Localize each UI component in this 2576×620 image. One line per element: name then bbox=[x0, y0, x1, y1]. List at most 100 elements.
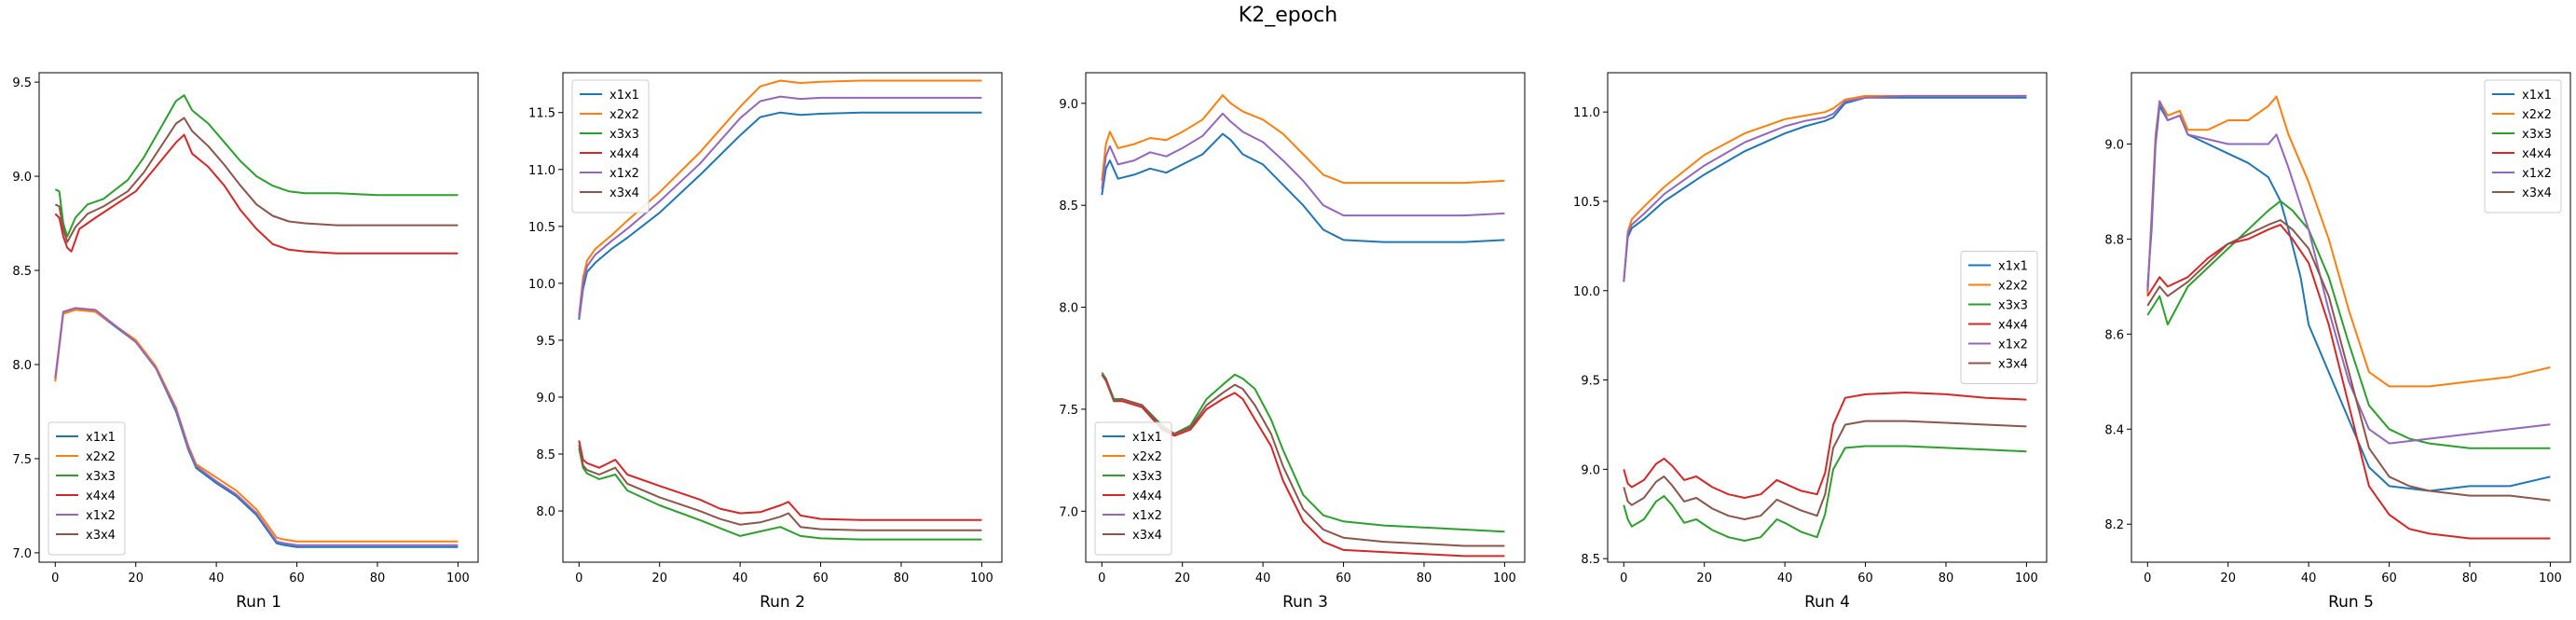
x-tick-label: 20 bbox=[1174, 572, 1190, 586]
series-line-x1x1 bbox=[1101, 132, 1505, 243]
axes-frame bbox=[2131, 72, 2571, 563]
x-tick-label: 80 bbox=[370, 572, 386, 586]
x-tick-label: 80 bbox=[1417, 572, 1432, 586]
series-line-x3x3 bbox=[578, 448, 982, 541]
legend-label-x3x4: x3x4 bbox=[610, 186, 639, 200]
x-axis-label: Run 2 bbox=[760, 593, 805, 612]
y-tick-label: 11.5 bbox=[528, 107, 555, 121]
series-line-x4x4 bbox=[2146, 224, 2551, 540]
y-tick-label: 8.5 bbox=[1059, 200, 1078, 214]
x-axis-label: Run 3 bbox=[1282, 593, 1328, 612]
x-tick-label: 0 bbox=[51, 572, 59, 586]
series-line-x3x3 bbox=[2146, 200, 2551, 449]
legend-label-x3x4: x3x4 bbox=[86, 529, 116, 543]
legend-label-x2x2: x2x2 bbox=[610, 108, 639, 122]
series-line-x4x4 bbox=[1101, 374, 1505, 558]
series-line-x1x1 bbox=[578, 111, 982, 321]
legend-label-x2x2: x2x2 bbox=[2522, 108, 2552, 122]
x-tick-label: 0 bbox=[1620, 572, 1627, 586]
series-line-x1x2 bbox=[2146, 100, 2551, 445]
series-line-x1x2 bbox=[54, 307, 459, 546]
x-tick-label: 40 bbox=[1255, 572, 1271, 586]
y-tick-label: 9.5 bbox=[1581, 375, 1600, 389]
x-tick-label: 80 bbox=[894, 572, 910, 586]
x-tick-label: 100 bbox=[970, 572, 993, 586]
x-tick-label: 20 bbox=[1696, 572, 1712, 586]
legend-label-x1x2: x1x2 bbox=[86, 509, 116, 523]
y-tick-label: 9.0 bbox=[536, 392, 555, 406]
x-tick-label: 0 bbox=[575, 572, 582, 586]
y-tick-label: 10.0 bbox=[528, 278, 555, 292]
legend-label-x3x4: x3x4 bbox=[2522, 186, 2552, 200]
y-tick-label: 8.8 bbox=[2104, 233, 2124, 247]
subplot-2: 0 20 40 60 80 100 8.0 8.5 9.0 9.5 10.0 10.5 11.0 11.5… bbox=[528, 72, 1003, 612]
x-tick-label: 100 bbox=[2539, 572, 2562, 586]
y-tick-label: 8.5 bbox=[12, 265, 32, 279]
legend-label-x4x4: x4x4 bbox=[610, 147, 639, 161]
legend-label-x2x2: x2x2 bbox=[86, 450, 116, 464]
x-tick-label: 40 bbox=[733, 572, 748, 586]
x-tick-label: 100 bbox=[1493, 572, 1516, 586]
x-tick-label: 60 bbox=[2381, 572, 2397, 586]
legend-label-x1x1: x1x1 bbox=[1998, 260, 2028, 274]
x-tick-label: 20 bbox=[2220, 572, 2236, 586]
y-tick-label: 7.0 bbox=[1059, 505, 1078, 519]
legend-label-x3x3: x3x3 bbox=[1132, 470, 1162, 484]
x-tick-label: 60 bbox=[1336, 572, 1351, 586]
legend-label-x4x4: x4x4 bbox=[86, 489, 116, 503]
y-tick-label: 8.4 bbox=[2104, 423, 2124, 437]
y-tick-label: 10.5 bbox=[1573, 196, 1600, 210]
legend-label-x3x4: x3x4 bbox=[1132, 529, 1162, 543]
axes-frame bbox=[38, 72, 479, 563]
x-tick-label: 80 bbox=[1939, 572, 1954, 586]
series-line-x3x3 bbox=[54, 94, 459, 238]
x-tick-label: 100 bbox=[2015, 572, 2038, 586]
x-tick-label: 0 bbox=[2144, 572, 2151, 586]
x-tick-label: 60 bbox=[813, 572, 829, 586]
y-tick-label: 10.5 bbox=[528, 221, 555, 235]
series-line-x3x4 bbox=[578, 445, 982, 531]
legend-label-x3x3: x3x3 bbox=[610, 128, 639, 142]
legend-label-x3x4: x3x4 bbox=[1998, 358, 2028, 372]
y-tick-label: 11.0 bbox=[528, 164, 555, 178]
legend: x1x1 x2x2 x3x3 x4x4 x1x2 x3x4 bbox=[1960, 251, 2038, 384]
x-tick-label: 80 bbox=[2462, 572, 2478, 586]
legend-label-x1x1: x1x1 bbox=[2522, 89, 2552, 103]
y-tick-label: 9.5 bbox=[536, 335, 555, 349]
y-tick-label: 8.0 bbox=[12, 359, 32, 373]
series-line-x3x4 bbox=[54, 117, 459, 243]
series-line-x3x4 bbox=[1101, 374, 1505, 547]
legend: x1x1 x2x2 x3x3 x4x4 x1x2 x3x4 bbox=[2484, 79, 2562, 214]
legend-label-x2x2: x2x2 bbox=[1132, 450, 1162, 464]
x-tick-label: 40 bbox=[2301, 572, 2317, 586]
legend-label-x3x3: x3x3 bbox=[1998, 299, 2028, 313]
legend-label-x4x4: x4x4 bbox=[1998, 319, 2028, 333]
x-axis-label: Run 1 bbox=[236, 593, 281, 612]
y-tick-label: 8.2 bbox=[2104, 518, 2124, 532]
y-tick-label: 11.0 bbox=[1573, 106, 1600, 120]
legend-label-x1x2: x1x2 bbox=[1998, 338, 2028, 352]
series-line-x3x3 bbox=[1623, 445, 2027, 542]
legend-label-x1x1: x1x1 bbox=[1132, 431, 1162, 445]
series-line-x4x4 bbox=[54, 133, 459, 255]
y-tick-label: 9.0 bbox=[2104, 138, 2124, 152]
series-line-x4x4 bbox=[578, 440, 982, 521]
legend-label-x1x2: x1x2 bbox=[610, 167, 639, 181]
y-tick-label: 8.6 bbox=[2104, 328, 2124, 342]
x-tick-label: 20 bbox=[651, 572, 667, 586]
x-axis-label: Run 4 bbox=[1804, 593, 1850, 612]
legend: x1x1 x2x2 x3x3 x4x4 x1x2 x3x4 bbox=[1094, 421, 1172, 556]
series-line-x1x2 bbox=[1101, 112, 1505, 217]
series-line-x3x4 bbox=[1623, 420, 2027, 520]
y-tick-label: 7.0 bbox=[12, 547, 32, 561]
series-line-x2x2 bbox=[54, 309, 459, 543]
series-line-x4x4 bbox=[1623, 392, 2027, 499]
subplot-3: 0 20 40 60 80 100 7.0 7.5 8.0 8.5 9.0 Run 3 x1x1 x2x2… bbox=[1059, 72, 1526, 612]
y-tick-label: 8.0 bbox=[1059, 302, 1078, 316]
subplot-4: 0 20 40 60 80 100 8.5 9.0 9.5 10.0 10.5 11.0 Run 4 x1… bbox=[1573, 72, 2048, 612]
y-tick-label: 8.5 bbox=[1581, 553, 1600, 567]
series-line-x2x2 bbox=[1101, 94, 1505, 185]
x-tick-label: 100 bbox=[446, 572, 470, 586]
y-tick-label: 8.5 bbox=[536, 448, 555, 462]
